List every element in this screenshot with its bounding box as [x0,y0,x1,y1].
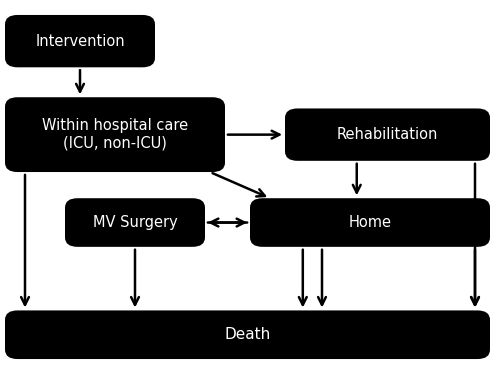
Text: Within hospital care
(ICU, non-ICU): Within hospital care (ICU, non-ICU) [42,119,188,151]
Text: Death: Death [224,327,270,342]
Text: Rehabilitation: Rehabilitation [337,127,438,142]
Text: Home: Home [348,215,392,230]
Text: MV Surgery: MV Surgery [92,215,178,230]
FancyBboxPatch shape [285,108,490,161]
FancyBboxPatch shape [5,97,225,172]
Text: Intervention: Intervention [35,34,125,49]
FancyBboxPatch shape [5,310,490,359]
FancyBboxPatch shape [65,198,205,247]
FancyBboxPatch shape [250,198,490,247]
FancyBboxPatch shape [5,15,155,67]
